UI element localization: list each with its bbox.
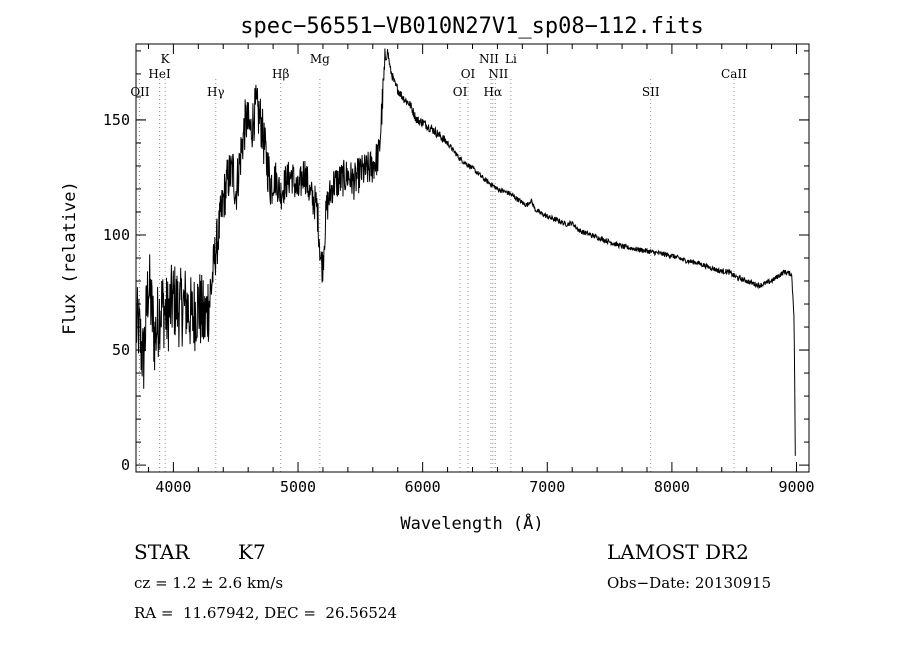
line-label: OI [453, 85, 468, 99]
line-label: Li [505, 52, 517, 66]
line-label: OII [130, 85, 150, 99]
line-label: K [161, 52, 171, 66]
line-label: NII [488, 67, 508, 81]
line-label: Hγ [207, 85, 225, 99]
axis-ticks: 4000 5000 6000 7000 8000 9000 0 50 100 150 [103, 44, 815, 496]
y-axis-label: Flux (relative) [60, 181, 80, 335]
observation-date: Obs−Date: 20130915 [607, 574, 772, 592]
line-label: OI [461, 67, 476, 81]
sky-coordinates: RA = 11.67942, DEC = 26.56524 [134, 604, 398, 622]
x-tick-label: 9000 [778, 478, 814, 496]
y-tick-label: 100 [103, 226, 130, 244]
line-label: NII [479, 52, 499, 66]
line-label: Hα [484, 85, 503, 99]
x-tick-label: 6000 [405, 478, 441, 496]
line-label: Hβ [272, 67, 289, 81]
redshift-value: cz = 1.2 ± 2.6 km/s [134, 574, 284, 592]
survey-name: LAMOST DR2 [607, 540, 749, 564]
line-markers [138, 79, 735, 472]
x-tick-label: 8000 [654, 478, 690, 496]
x-tick-label: 7000 [529, 478, 565, 496]
x-tick-label: 4000 [155, 478, 191, 496]
y-tick-label: 150 [103, 111, 130, 129]
line-label: SII [642, 85, 660, 99]
y-tick-label: 0 [121, 456, 130, 474]
line-label: HeI [148, 67, 171, 81]
object-subclass: K7 [238, 540, 266, 564]
x-tick-label: 5000 [280, 478, 316, 496]
spectrum-line [135, 48, 796, 456]
chart-title: spec−56551−VB010N27V1_sp08−112.fits [240, 14, 704, 39]
object-class: STAR [134, 540, 190, 564]
line-label: CaII [721, 67, 747, 81]
axes-frame [135, 43, 810, 473]
x-axis-label: Wavelength (Å) [400, 512, 543, 534]
y-tick-label: 50 [112, 341, 130, 359]
line-label: Mg [310, 52, 330, 66]
